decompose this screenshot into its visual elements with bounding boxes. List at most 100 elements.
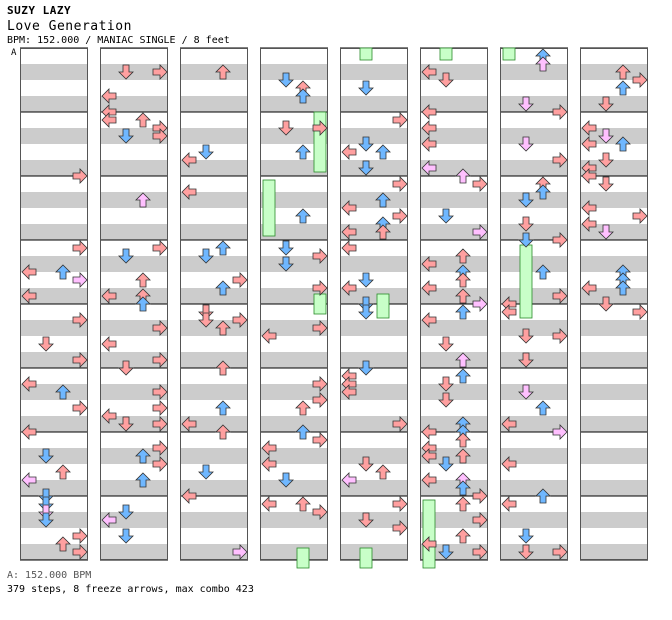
beat-band	[260, 352, 328, 368]
left-arrow-icon	[421, 424, 437, 440]
left-arrow-icon	[341, 240, 357, 256]
beat-band	[580, 352, 648, 368]
up-arrow-icon	[615, 280, 631, 296]
up-arrow-icon	[55, 264, 71, 280]
left-arrow-icon	[501, 456, 517, 472]
up-arrow-icon	[295, 496, 311, 512]
left-arrow-icon	[581, 120, 597, 136]
section-marker: A	[11, 48, 17, 58]
beat-band	[20, 288, 88, 304]
chart-column	[180, 48, 248, 560]
beat-band	[20, 160, 88, 176]
left-arrow-icon	[421, 448, 437, 464]
beat-band	[260, 480, 328, 496]
up-arrow-icon	[455, 352, 471, 368]
beat-band	[580, 288, 648, 304]
beat-band	[100, 256, 168, 272]
beat-band	[20, 544, 88, 560]
right-arrow-icon	[552, 544, 568, 560]
beat-band	[420, 224, 488, 240]
up-arrow-icon	[295, 144, 311, 160]
down-arrow-icon	[38, 512, 54, 528]
down-arrow-icon	[118, 360, 134, 376]
chart-column	[580, 48, 648, 560]
left-arrow-icon	[341, 224, 357, 240]
beat-band	[20, 512, 88, 528]
beat-band	[580, 416, 648, 432]
up-arrow-icon	[535, 184, 551, 200]
beat-band	[260, 320, 328, 336]
beat-band	[260, 192, 328, 208]
beat-band	[180, 192, 248, 208]
beat-band	[340, 128, 408, 144]
down-arrow-icon	[198, 304, 214, 320]
beat-band	[260, 384, 328, 400]
song-title: Love Generation	[7, 19, 132, 34]
right-arrow-icon	[472, 296, 488, 312]
down-arrow-icon	[518, 232, 534, 248]
down-arrow-icon	[278, 240, 294, 256]
right-arrow-icon	[232, 544, 248, 560]
left-arrow-icon	[501, 496, 517, 512]
down-arrow-icon	[598, 96, 614, 112]
down-arrow-icon	[438, 336, 454, 352]
down-arrow-icon	[198, 464, 214, 480]
down-arrow-icon	[598, 176, 614, 192]
beat-band	[580, 480, 648, 496]
right-arrow-icon	[312, 280, 328, 296]
up-arrow-icon	[535, 488, 551, 504]
bpm-summary: A: 152.000 BPM	[7, 570, 92, 581]
right-arrow-icon	[72, 528, 88, 544]
left-arrow-icon	[421, 64, 437, 80]
right-arrow-icon	[152, 320, 168, 336]
down-arrow-icon	[278, 72, 294, 88]
beat-band	[100, 128, 168, 144]
beat-band	[100, 224, 168, 240]
left-arrow-icon	[341, 472, 357, 488]
chart-column	[260, 48, 328, 560]
left-arrow-icon	[501, 304, 517, 320]
up-arrow-icon	[295, 208, 311, 224]
beat-band	[260, 224, 328, 240]
beat-band	[20, 96, 88, 112]
right-arrow-icon	[152, 416, 168, 432]
beat-band	[580, 192, 648, 208]
down-arrow-icon	[358, 272, 374, 288]
up-arrow-icon	[215, 240, 231, 256]
down-arrow-icon	[518, 544, 534, 560]
right-arrow-icon	[312, 392, 328, 408]
beat-band	[260, 160, 328, 176]
up-arrow-icon	[375, 192, 391, 208]
right-arrow-icon	[392, 520, 408, 536]
beat-band	[420, 160, 488, 176]
down-arrow-icon	[38, 336, 54, 352]
right-arrow-icon	[72, 400, 88, 416]
beat-band	[340, 256, 408, 272]
right-arrow-icon	[152, 440, 168, 456]
up-arrow-icon	[455, 480, 471, 496]
down-arrow-icon	[358, 80, 374, 96]
freeze-arrow	[439, 47, 453, 61]
beat-band	[500, 448, 568, 464]
down-arrow-icon	[38, 504, 54, 520]
left-arrow-icon	[21, 288, 37, 304]
up-arrow-icon	[215, 64, 231, 80]
beat-band	[180, 512, 248, 528]
beat-band	[100, 352, 168, 368]
beat-band	[20, 224, 88, 240]
beat-band	[180, 416, 248, 432]
beat-band	[20, 480, 88, 496]
beat-band	[180, 448, 248, 464]
beat-band	[420, 352, 488, 368]
beat-band	[20, 64, 88, 80]
beat-band	[260, 64, 328, 80]
freeze-arrow	[313, 293, 327, 315]
right-arrow-icon	[152, 240, 168, 256]
up-arrow-icon	[455, 288, 471, 304]
left-arrow-icon	[21, 424, 37, 440]
up-arrow-icon	[55, 384, 71, 400]
down-arrow-icon	[118, 128, 134, 144]
up-arrow-icon	[615, 64, 631, 80]
up-arrow-icon	[375, 224, 391, 240]
right-arrow-icon	[72, 168, 88, 184]
